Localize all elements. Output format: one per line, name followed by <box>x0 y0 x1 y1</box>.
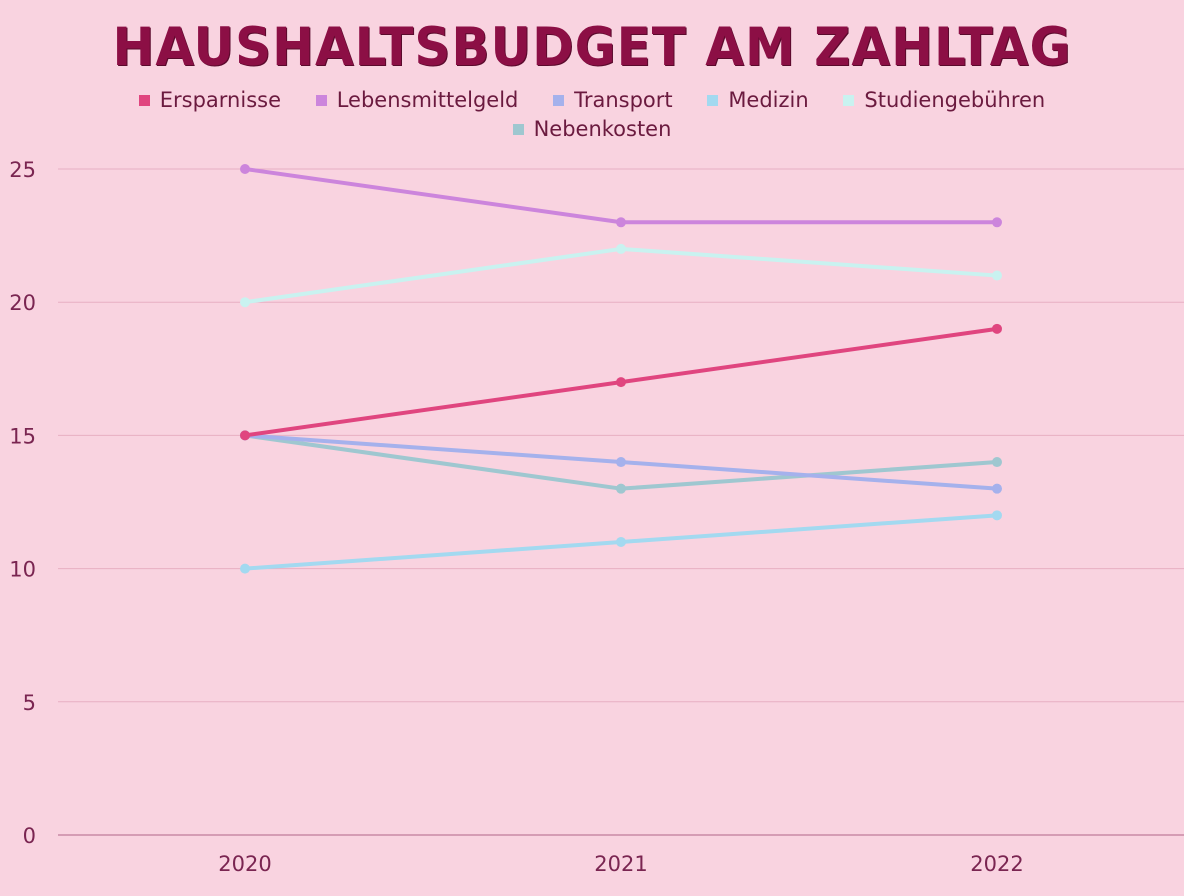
legend-item-nebenkosten[interactable]: Nebenkosten <box>512 115 671 144</box>
legend-item-transport[interactable]: Transport <box>553 86 673 115</box>
legend-item-studiengebuehren[interactable]: Studiengebühren <box>843 86 1045 115</box>
data-point[interactable] <box>616 217 626 228</box>
series-line-lebensmittelgeld[interactable] <box>243 167 999 225</box>
data-point[interactable] <box>240 430 250 441</box>
y-tick-label: 15 <box>9 424 36 448</box>
chart-title: HAUSHALTSBUDGET AM ZAHLTAG <box>112 16 1072 78</box>
legend-item-ersparnisse[interactable]: Ersparnisse <box>138 86 281 115</box>
data-point[interactable] <box>616 243 626 254</box>
y-tick-label: 25 <box>9 158 36 182</box>
y-tick-label: 0 <box>23 824 36 848</box>
legend-swatch-icon <box>553 95 565 106</box>
y-tick-label: 10 <box>9 558 36 582</box>
data-point[interactable] <box>992 483 1002 494</box>
data-point[interactable] <box>616 483 626 494</box>
data-point[interactable] <box>240 297 250 308</box>
x-tick-label: 2021 <box>594 852 647 876</box>
data-point[interactable] <box>992 270 1002 281</box>
legend-item-medizin[interactable]: Medizin <box>707 86 809 115</box>
legend-swatch-icon <box>707 95 719 106</box>
y-tick-label: 20 <box>9 291 36 315</box>
legend: Ersparnisse Lebensmittelgeld Transport M… <box>0 86 1184 144</box>
data-point[interactable] <box>992 323 1002 334</box>
x-tick-label: 2020 <box>218 852 271 876</box>
data-point[interactable] <box>240 164 250 174</box>
legend-swatch-icon <box>315 95 327 106</box>
legend-item-lebensmittelgeld[interactable]: Lebensmittelgeld <box>315 86 518 115</box>
data-point[interactable] <box>992 510 1002 521</box>
x-tick-label: 2022 <box>970 852 1023 876</box>
legend-swatch-icon <box>843 95 855 106</box>
data-point[interactable] <box>616 536 626 547</box>
y-tick-label: 5 <box>23 691 36 715</box>
legend-swatch-icon <box>512 124 524 135</box>
legend-swatch-icon <box>138 95 150 106</box>
data-point[interactable] <box>240 563 250 574</box>
data-point[interactable] <box>992 217 1002 228</box>
data-point[interactable] <box>616 377 626 388</box>
data-point[interactable] <box>616 457 626 468</box>
series-line-studiengebühren[interactable] <box>243 246 999 305</box>
data-point[interactable] <box>992 457 1002 468</box>
